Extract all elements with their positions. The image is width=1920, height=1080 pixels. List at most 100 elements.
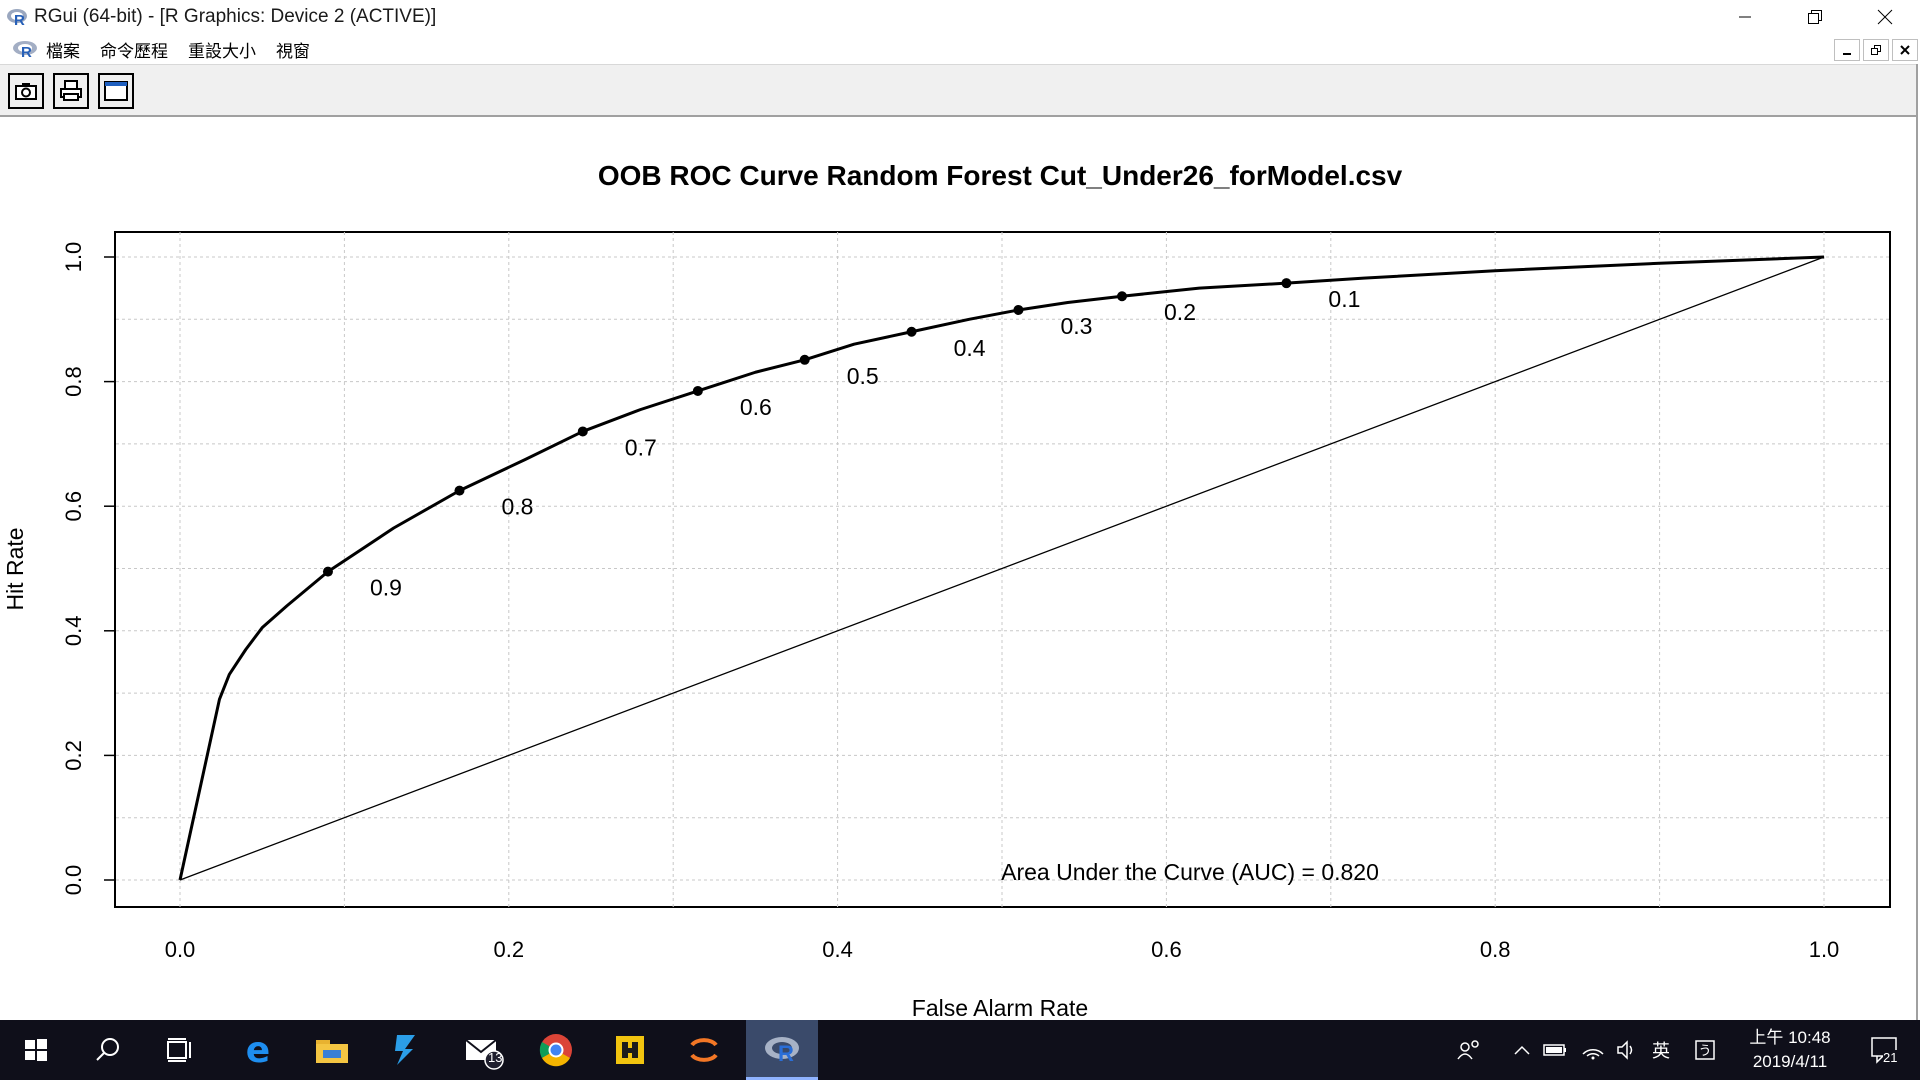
cutoff-point — [692, 385, 703, 396]
y-tick-label: 0.8 — [61, 366, 86, 397]
x-tick-label: 0.4 — [822, 937, 853, 962]
x-tick-label: 1.0 — [1809, 937, 1840, 962]
people-icon[interactable] — [1452, 1020, 1486, 1080]
x-axis-label: False Alarm Rate — [912, 995, 1088, 1020]
minimize-icon — [1739, 16, 1751, 18]
mdi-minimize-button[interactable] — [1834, 39, 1860, 61]
grid-lines — [116, 232, 1890, 907]
jupyter-icon[interactable] — [668, 1020, 740, 1080]
ime-indicator[interactable]: 英 — [1652, 1041, 1670, 1061]
edge-icon[interactable]: e — [222, 1020, 294, 1080]
wifi-icon[interactable] — [1576, 1020, 1610, 1080]
windows-logo-icon — [25, 1039, 47, 1061]
file-explorer-icon[interactable] — [296, 1020, 368, 1080]
copy-as-bitmap-button[interactable] — [8, 73, 44, 109]
y-tick-label: 0.4 — [61, 616, 86, 647]
menu-history[interactable]: 命令歷程 — [100, 41, 168, 61]
task-view-icon[interactable] — [144, 1020, 216, 1080]
window-icon — [104, 81, 128, 101]
y-tick-label: 1.0 — [61, 242, 86, 273]
taskbar: e 13 R 英 う — [0, 1020, 1920, 1080]
cutoff-label: 0.5 — [847, 363, 879, 389]
svg-text:う: う — [1698, 1044, 1711, 1059]
search-icon[interactable] — [72, 1020, 144, 1080]
mail-icon[interactable]: 13 — [448, 1020, 520, 1080]
mdi-restore-button[interactable] — [1863, 39, 1889, 61]
minimize-button[interactable] — [1710, 0, 1780, 34]
matlab-icon[interactable] — [594, 1020, 666, 1080]
minimize-icon — [1843, 53, 1851, 55]
svg-text:R: R — [21, 44, 32, 59]
cutoff-label: 0.2 — [1164, 299, 1196, 325]
print-button[interactable] — [53, 73, 89, 109]
y-tick-label: 0.2 — [61, 740, 86, 771]
x-tick-label: 0.6 — [1151, 937, 1182, 962]
diagonal-reference-line — [179, 256, 1825, 881]
restore-icon — [1871, 45, 1881, 55]
svg-text:R: R — [14, 12, 25, 28]
cutoff-point — [322, 566, 333, 577]
y-axis: 0.0 0.2 0.4 0.6 0.8 1.0 — [61, 242, 116, 896]
cutoff-point — [1281, 278, 1292, 289]
auc-annotation: Area Under the Curve (AUC) = 0.820 — [1001, 859, 1379, 885]
mail-badge: 13 — [488, 1050, 503, 1065]
notification-count: 21 — [1883, 1050, 1898, 1065]
close-icon — [1900, 45, 1910, 55]
cutoff-label: 0.9 — [370, 575, 402, 601]
cutoff-label: 0.1 — [1328, 286, 1360, 312]
menu-bar: R 檔案 命令歷程 重設大小 視窗 — [0, 34, 1920, 64]
mdi-close-button[interactable] — [1892, 39, 1918, 61]
clock-date: 2019/4/11 — [1752, 1052, 1828, 1071]
x-tick-label: 0.2 — [494, 937, 525, 962]
chart-title: OOB ROC Curve Random Forest Cut_Under26_… — [598, 160, 1403, 191]
printer-icon — [60, 80, 82, 101]
y-tick-label: 0.0 — [61, 865, 86, 896]
menu-window[interactable]: 視窗 — [276, 41, 310, 61]
y-tick-label: 0.6 — [61, 491, 86, 522]
battery-icon[interactable] — [1538, 1020, 1572, 1080]
cutoff-point — [799, 354, 810, 365]
visual-studio-icon[interactable] — [370, 1020, 442, 1080]
restore-button[interactable] — [1780, 0, 1850, 34]
x-tick-label: 0.8 — [1480, 937, 1511, 962]
cutoff-label: 0.3 — [1060, 313, 1092, 339]
cutoff-label: 0.6 — [740, 394, 772, 420]
svg-text:e: e — [246, 1033, 270, 1067]
cutoff-points: 0.9 0.8 0.7 0.6 0.5 0.4 0.3 0.2 0.1 — [322, 278, 1360, 601]
menu-resize[interactable]: 重設大小 — [188, 41, 256, 61]
new-window-button[interactable] — [98, 73, 134, 109]
volume-icon[interactable] — [1611, 1020, 1645, 1080]
cutoff-label: 0.4 — [954, 335, 986, 361]
ime-mode-icon[interactable]: う — [1688, 1020, 1722, 1080]
menu-file[interactable]: 檔案 — [46, 41, 80, 61]
window-title: RGui (64-bit) - [R Graphics: Device 2 (A… — [34, 6, 437, 27]
window-border — [1916, 64, 1918, 1020]
x-tick-label: 0.0 — [165, 937, 196, 962]
roc-curve-line — [178, 255, 1825, 881]
r-logo-icon: R — [7, 9, 27, 28]
windows-start-icon[interactable] — [0, 1020, 72, 1080]
cutoff-point — [577, 426, 588, 437]
chrome-icon[interactable] — [520, 1020, 592, 1080]
chevron-up-icon[interactable] — [1505, 1020, 1539, 1080]
cutoff-point — [906, 326, 917, 337]
clock[interactable]: 上午 10:48 2019/4/11 — [1730, 1026, 1850, 1074]
x-axis: 0.0 0.2 0.4 0.6 0.8 1.0 — [165, 937, 1840, 962]
cutoff-label: 0.8 — [501, 494, 533, 520]
cutoff-point — [454, 485, 465, 496]
title-bar: R RGui (64-bit) - [R Graphics: Device 2 … — [0, 0, 1920, 34]
svg-text:R: R — [778, 1041, 794, 1064]
cutoff-label: 0.7 — [625, 434, 657, 460]
r-menu-icon[interactable]: R — [12, 39, 38, 59]
close-icon — [1877, 9, 1893, 25]
r-icon[interactable]: R — [746, 1020, 818, 1080]
camera-icon — [15, 83, 37, 100]
series-group — [178, 255, 1825, 881]
notification-center-button[interactable]: 21 — [1855, 1020, 1915, 1080]
clock-time: 上午 10:48 — [1749, 1028, 1831, 1047]
y-axis-label: Hit Rate — [2, 527, 28, 610]
toolbar — [0, 64, 1917, 117]
restore-icon — [1808, 10, 1822, 24]
close-button[interactable] — [1850, 0, 1920, 34]
cutoff-point — [1117, 291, 1128, 302]
